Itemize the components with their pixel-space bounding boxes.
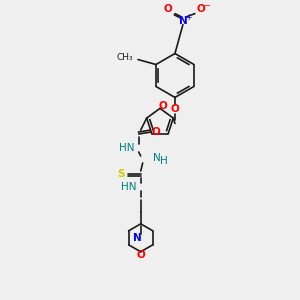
Text: O: O (164, 4, 172, 14)
Text: O: O (171, 104, 179, 114)
Text: N: N (153, 153, 160, 163)
Text: O: O (196, 4, 205, 14)
Text: N: N (178, 16, 187, 26)
Text: H: H (160, 156, 167, 166)
Text: O: O (159, 101, 167, 111)
Text: +: + (185, 13, 191, 22)
Text: O: O (151, 127, 160, 137)
Text: S: S (117, 169, 124, 179)
Text: −: − (203, 1, 210, 10)
Text: O: O (136, 250, 145, 260)
Text: CH₃: CH₃ (116, 53, 133, 62)
Text: N: N (133, 233, 142, 243)
Text: HN: HN (121, 182, 137, 192)
Text: HN: HN (119, 143, 135, 153)
